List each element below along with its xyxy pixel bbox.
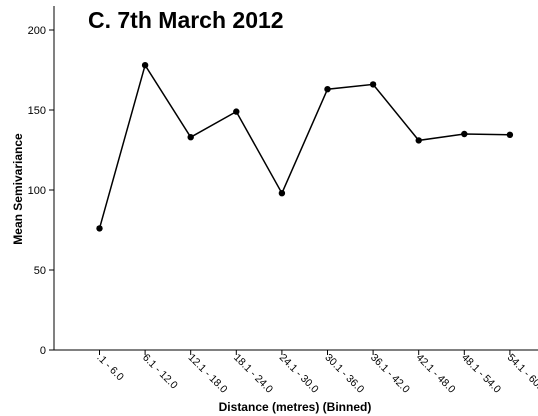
- x-tick-label: .1 - 6.0: [94, 352, 126, 384]
- data-point: [506, 131, 514, 138]
- data-point: [278, 190, 286, 197]
- x-tick-label: 24.1 - 30.0: [277, 352, 321, 396]
- y-tick-label: 200: [28, 25, 46, 37]
- data-point: [141, 61, 149, 69]
- x-tick-label: 6.1 - 12.0: [140, 352, 180, 392]
- data-point: [187, 134, 194, 141]
- data-series: [96, 61, 514, 232]
- data-point: [369, 81, 377, 88]
- x-tick-label: 48.1 - 54.0: [459, 352, 503, 396]
- y-tick-label: 100: [28, 185, 46, 197]
- data-point: [461, 130, 468, 138]
- data-point: [415, 137, 422, 144]
- x-tick-label: 12.1 - 18.0: [186, 352, 230, 396]
- chart-title: C. 7th March 2012: [88, 7, 284, 33]
- y-tick-label: 0: [40, 345, 46, 357]
- x-tick-label: 30.1 - 36.0: [322, 352, 366, 396]
- y-tick-label: 150: [28, 105, 46, 117]
- axes: [53, 6, 538, 351]
- x-tick-label: 18.1 - 24.0: [231, 352, 275, 396]
- x-tick-label: 54.1 - 60.0: [505, 352, 538, 396]
- data-point: [96, 225, 103, 232]
- y-axis-label: Mean Semivariance: [11, 133, 25, 245]
- y-tick-label: 50: [34, 265, 46, 277]
- x-tick-label: 42.1 - 48.0: [414, 352, 458, 396]
- data-point: [233, 108, 240, 115]
- y-axis-ticks: 0 50 100 150 200: [28, 25, 54, 357]
- data-point: [324, 86, 331, 93]
- series-line: [98, 63, 510, 229]
- x-tick-label: 36.1 - 42.0: [368, 352, 412, 396]
- x-axis-ticks: .1 - 6.0 6.1 - 12.0 12.1 - 18.0 18.1 - 24.0…: [94, 350, 538, 396]
- x-axis-label: Distance (metres) (Binned): [219, 400, 372, 414]
